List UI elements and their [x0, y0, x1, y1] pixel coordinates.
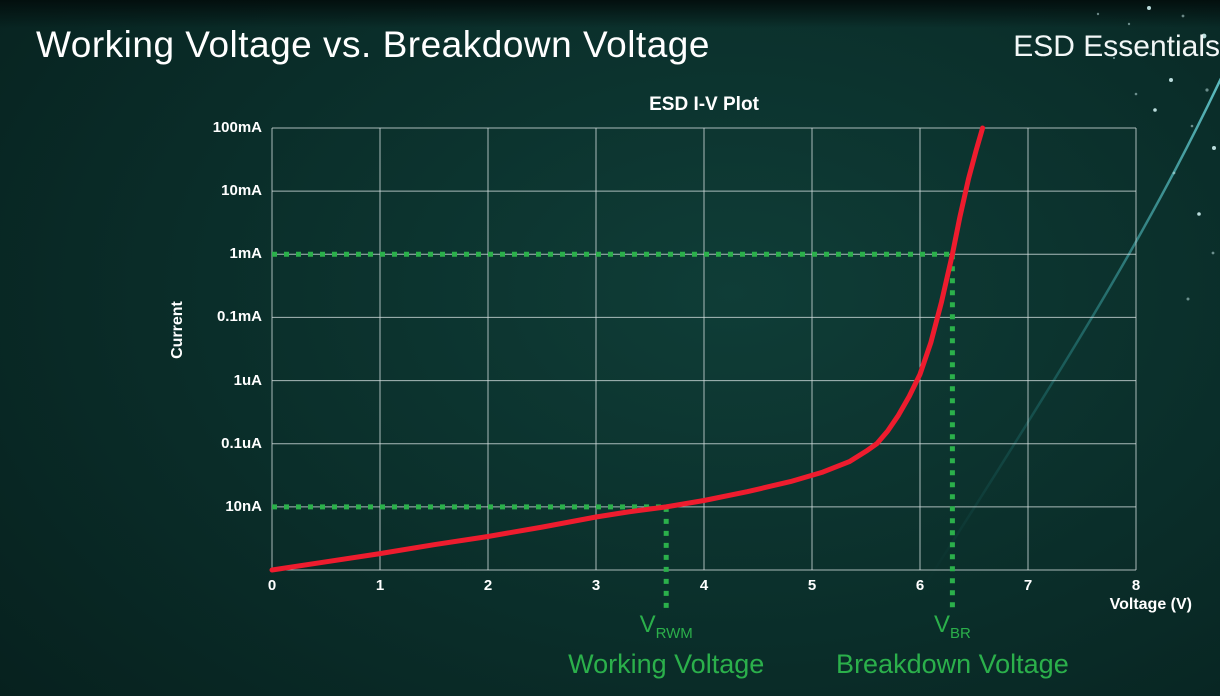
chart-title: ESD I-V Plot [649, 94, 759, 115]
x-tick-label: 6 [915, 577, 925, 594]
annotation-phrase: Breakdown Voltage [836, 648, 1069, 679]
x-tick-label: 8 [1131, 577, 1141, 594]
brand-text: ESD Essentials [1013, 30, 1220, 63]
x-tick-label: 3 [591, 577, 601, 594]
voltage-subscript: RWM [655, 624, 693, 642]
x-tick-label: 7 [1023, 577, 1033, 594]
y-tick-label: 0.1uA [221, 434, 262, 452]
x-tick-label: 4 [699, 577, 709, 594]
slide-title: Working Voltage vs. Breakdown Voltage [36, 24, 710, 65]
x-axis-label: Voltage (V) [1109, 596, 1192, 613]
y-tick-label: 1mA [229, 245, 262, 263]
voltage-symbol: V [639, 611, 656, 638]
x-tick-label: 5 [807, 577, 817, 594]
breakdown-voltage-symbol: VBR [836, 612, 1069, 647]
x-tick-label: 1 [375, 577, 385, 594]
voltage-subscript: BR [949, 624, 971, 642]
x-tick-label: 2 [483, 577, 493, 594]
annotation-phrase: Working Voltage [568, 648, 765, 679]
y-tick-label: 0.1mA [216, 308, 262, 326]
working-voltage-symbol: VRWM [568, 612, 764, 647]
voltage-symbol: V [933, 611, 950, 638]
x-tick-label: 0 [267, 577, 277, 594]
y-tick-label: 10nA [225, 497, 262, 515]
swoosh-curve [923, 77, 1220, 586]
y-tick-label: 100mA [212, 119, 262, 136]
y-axis-label: Current [169, 301, 186, 359]
y-tick-label: 1uA [233, 371, 262, 389]
annotation-label: VBR Breakdown Voltage [836, 612, 1069, 679]
annotation-label: VRWM Working Voltage [568, 612, 764, 679]
y-tick-label: 10mA [221, 182, 262, 200]
